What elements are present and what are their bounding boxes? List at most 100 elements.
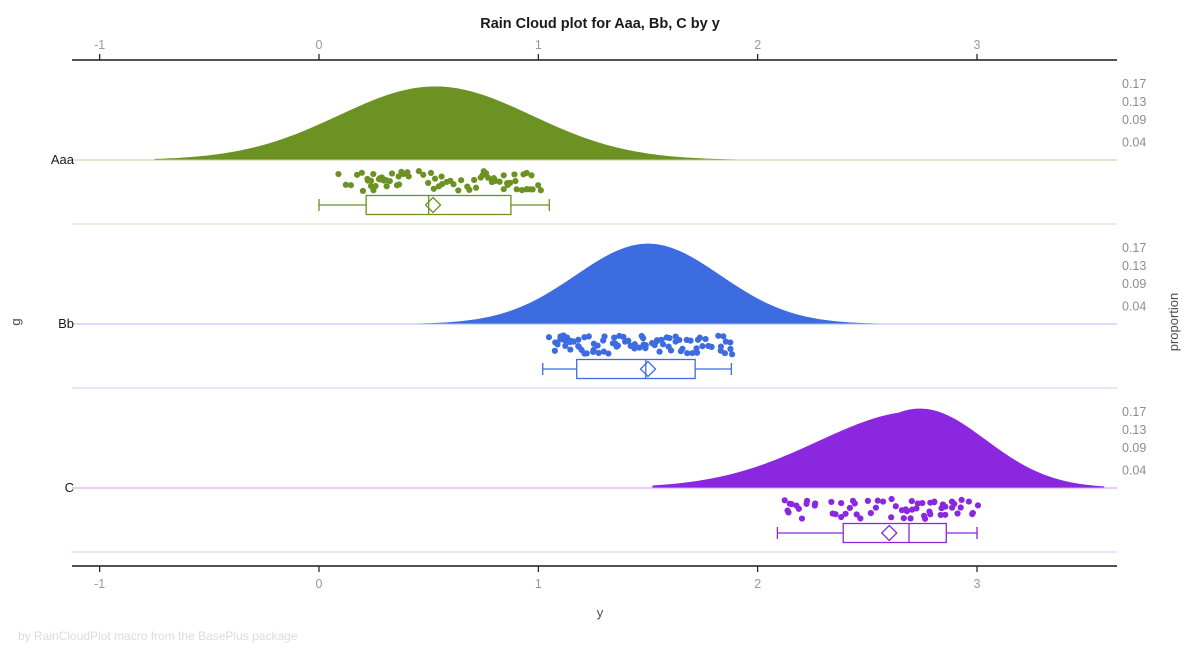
box-iqr — [365, 194, 512, 216]
rain-dot — [715, 332, 722, 339]
rain-dot — [689, 349, 696, 357]
rain-dot — [828, 498, 835, 506]
proportion-tick-label: 0.04 — [1122, 299, 1146, 313]
rain-dot — [965, 498, 972, 505]
proportion-tick-label: 0.04 — [1122, 135, 1146, 149]
rain-dot — [500, 172, 507, 179]
proportion-axis-c: 0.17 0.13 0.09 0.04 — [1122, 405, 1146, 478]
rain-dot — [500, 186, 507, 193]
rain-dot — [529, 186, 536, 193]
rain-dot — [708, 343, 715, 350]
chart-title: Rain Cloud plot for Aaa, Bb, C by y — [480, 16, 720, 32]
rain-dot — [927, 511, 934, 518]
rain-dot — [388, 170, 396, 177]
proportion-tick-label: 0.17 — [1122, 77, 1146, 91]
rain-dot — [353, 171, 361, 178]
group-panel-c: 0.17 0.13 0.09 0.04 C — [65, 405, 1146, 553]
rain-dot — [729, 351, 736, 358]
mean-diamond — [880, 524, 898, 542]
rain-dot — [900, 515, 907, 522]
box-plot — [318, 194, 550, 216]
rain-dot — [857, 515, 864, 522]
density-cloud — [391, 243, 905, 324]
rain-dot — [472, 184, 480, 191]
rain-dot — [496, 178, 503, 185]
rain-dot — [537, 187, 544, 194]
x-tick-label: -1 — [94, 577, 105, 591]
rain-dot — [838, 513, 845, 521]
rain-dot — [464, 183, 471, 190]
rain-dot — [974, 502, 982, 509]
proportion-tick-label: 0.17 — [1122, 405, 1146, 419]
rain-dot — [575, 343, 582, 350]
rain-dot — [958, 496, 965, 504]
rain-dot — [396, 181, 403, 188]
rain-dot — [693, 349, 701, 356]
rain-dot — [431, 175, 439, 182]
rain-dot — [872, 504, 879, 511]
rain-dot — [458, 177, 465, 184]
proportion-tick-label: 0.09 — [1122, 441, 1146, 455]
rain-dot — [908, 498, 915, 505]
rain-dot — [595, 349, 602, 357]
rain-dot — [907, 515, 914, 522]
x-tick-label: 1 — [535, 38, 542, 52]
rain-dot — [430, 185, 437, 192]
group-label-bb: Bb — [58, 316, 74, 331]
rain-dot — [575, 336, 582, 343]
rain-dot — [471, 176, 478, 184]
rain-dot — [425, 179, 432, 187]
rain-dot — [450, 181, 457, 188]
rain-dot — [931, 499, 938, 506]
top-axis: -1 0 1 2 3 — [72, 38, 1117, 61]
rain-dots — [781, 495, 982, 522]
rain-dot — [942, 511, 949, 518]
rain-dot — [913, 505, 920, 512]
rain-dot — [879, 498, 887, 505]
rain-dot — [846, 504, 853, 511]
proportion-tick-label: 0.13 — [1122, 423, 1146, 437]
group-panels: 0.170.130.090.04Aaa0.170.130.090.04Bb0.1… — [51, 77, 1146, 553]
rain-dots — [335, 167, 544, 195]
proportion-tick-label: 0.09 — [1122, 113, 1146, 127]
rain-dot — [513, 186, 520, 193]
rain-dot — [370, 187, 377, 194]
rain-dot — [545, 334, 553, 341]
mean-diamond — [424, 196, 442, 214]
rain-dot — [420, 171, 427, 178]
rain-dot — [937, 511, 944, 519]
rain-dot — [969, 511, 976, 518]
rain-dot — [347, 182, 355, 189]
proportion-axis-aaa: 0.17 0.13 0.09 0.04 — [1122, 77, 1146, 150]
rain-dot — [625, 337, 632, 344]
proportion-axis-title: proportion — [1166, 293, 1181, 352]
x-tick-label: 1 — [535, 577, 542, 591]
group-label-c: C — [65, 480, 74, 495]
rain-dot — [640, 335, 647, 342]
x-tick-label: 3 — [974, 38, 981, 52]
rain-dot — [562, 342, 569, 349]
rain-dot — [386, 178, 393, 185]
rain-dot — [583, 350, 590, 357]
rain-dot — [523, 169, 530, 177]
rain-dot — [342, 181, 349, 188]
rain-dot — [903, 508, 911, 515]
rain-dot — [528, 172, 535, 179]
rain-dot — [359, 187, 367, 195]
rain-dot — [954, 510, 961, 517]
rain-dot — [727, 345, 734, 353]
rain-dot — [511, 171, 518, 178]
rain-dot — [942, 503, 949, 510]
rain-dot — [795, 505, 802, 512]
x-tick-label: 0 — [316, 38, 323, 52]
rain-dot — [921, 512, 928, 519]
rain-dot — [788, 501, 795, 508]
rain-dot — [832, 511, 839, 518]
rain-dot — [358, 169, 365, 176]
rain-dot — [383, 183, 390, 190]
rain-dot — [702, 335, 709, 343]
rain-dot — [914, 500, 921, 507]
rain-dot — [594, 342, 601, 349]
rain-dot — [957, 504, 964, 511]
rain-dot — [803, 497, 811, 504]
